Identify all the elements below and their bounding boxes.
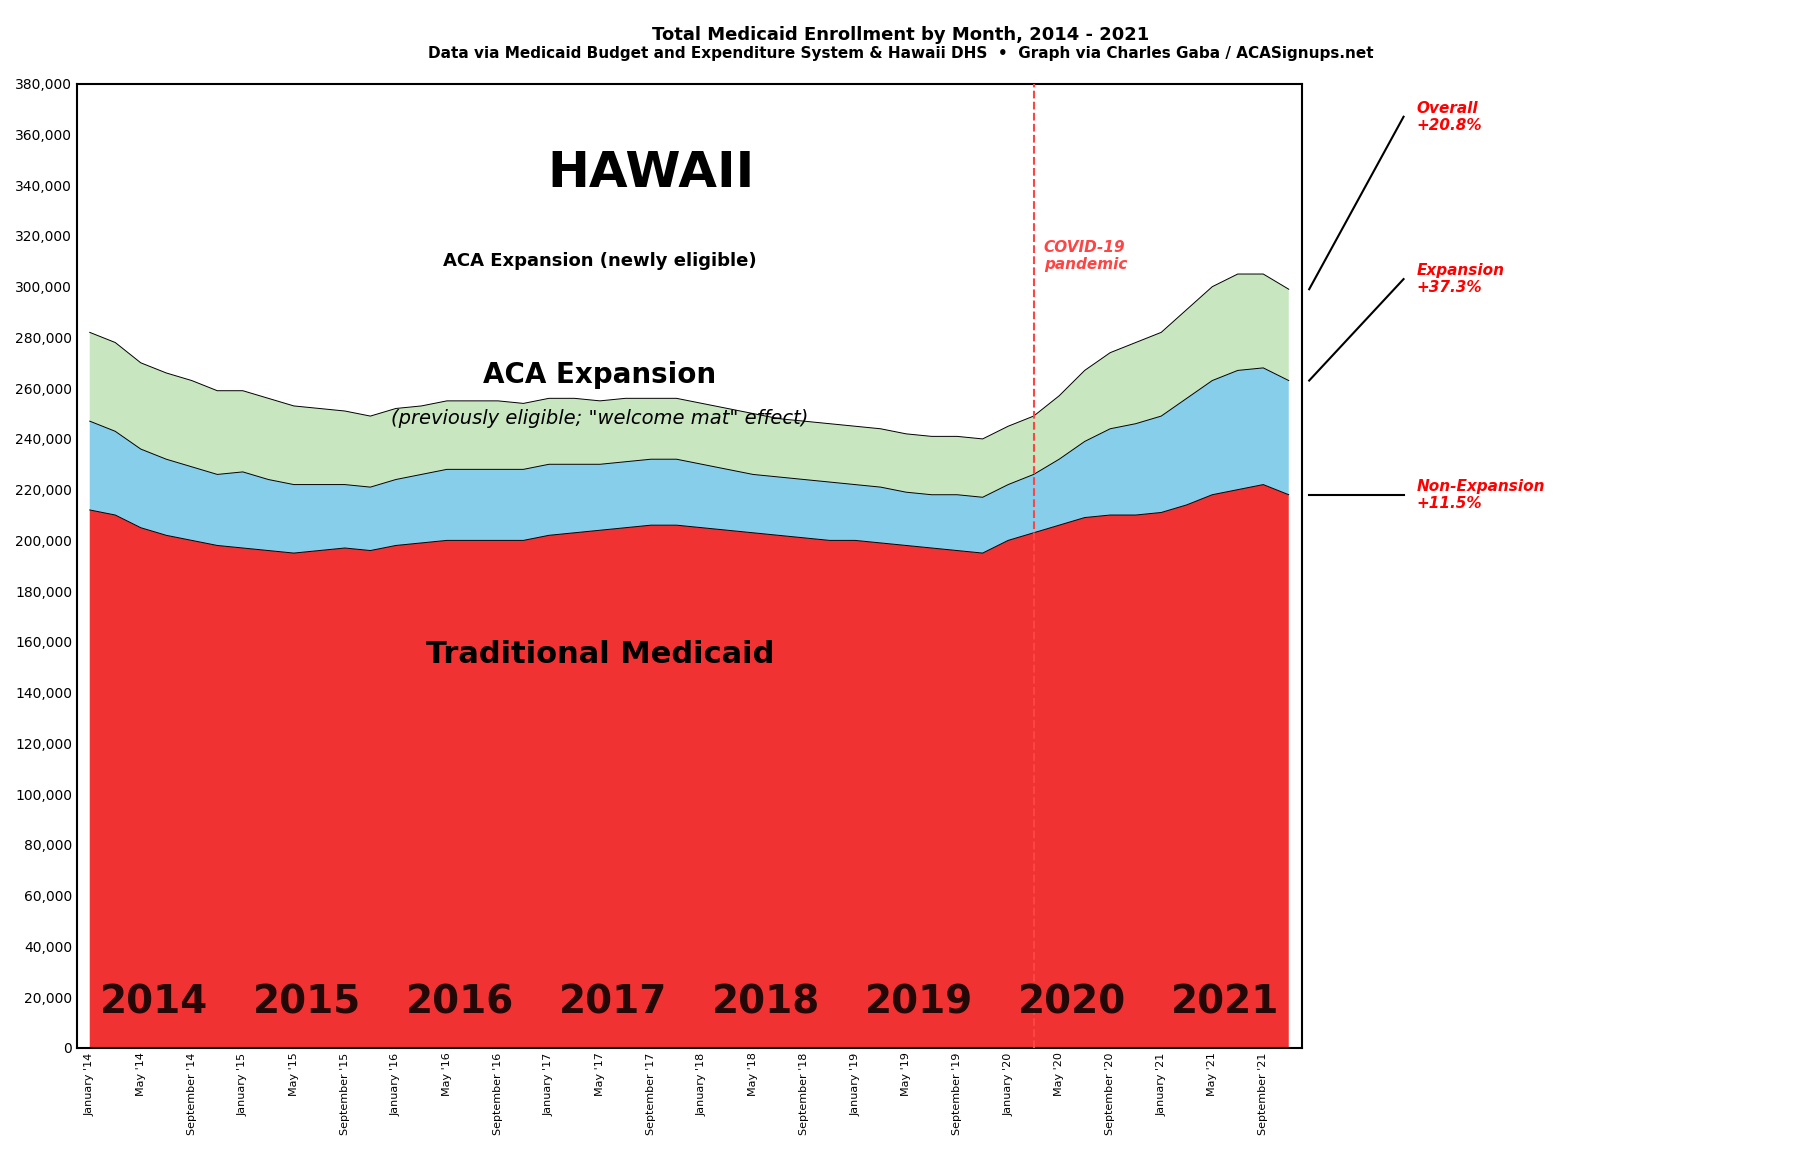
- Text: (previously eligible; "welcome mat" effect): (previously eligible; "welcome mat" effe…: [391, 409, 809, 428]
- Text: Traditional Medicaid: Traditional Medicaid: [425, 641, 774, 669]
- Text: Overall
+20.8%: Overall +20.8%: [1416, 100, 1482, 133]
- Text: 2019: 2019: [864, 983, 973, 1021]
- Text: ACA Expansion: ACA Expansion: [483, 361, 717, 390]
- Text: 2016: 2016: [405, 983, 513, 1021]
- Text: HAWAII: HAWAII: [548, 148, 755, 197]
- Text: 2020: 2020: [1018, 983, 1126, 1021]
- Text: 2021: 2021: [1171, 983, 1279, 1021]
- Text: COVID-19
pandemic: COVID-19 pandemic: [1045, 240, 1127, 273]
- Text: 2018: 2018: [711, 983, 819, 1021]
- Text: 2014: 2014: [99, 983, 207, 1021]
- Text: 2015: 2015: [252, 983, 360, 1021]
- Text: Expansion
+37.3%: Expansion +37.3%: [1416, 263, 1504, 296]
- Text: Total Medicaid Enrollment by Month, 2014 - 2021: Total Medicaid Enrollment by Month, 2014…: [652, 26, 1149, 45]
- Text: 2017: 2017: [558, 983, 666, 1021]
- Text: ACA Expansion (newly eligible): ACA Expansion (newly eligible): [443, 252, 756, 270]
- Text: Non-Expansion
+11.5%: Non-Expansion +11.5%: [1416, 478, 1545, 511]
- Text: Data via Medicaid Budget and Expenditure System & Hawaii DHS  •  Graph via Charl: Data via Medicaid Budget and Expenditure…: [427, 46, 1374, 61]
